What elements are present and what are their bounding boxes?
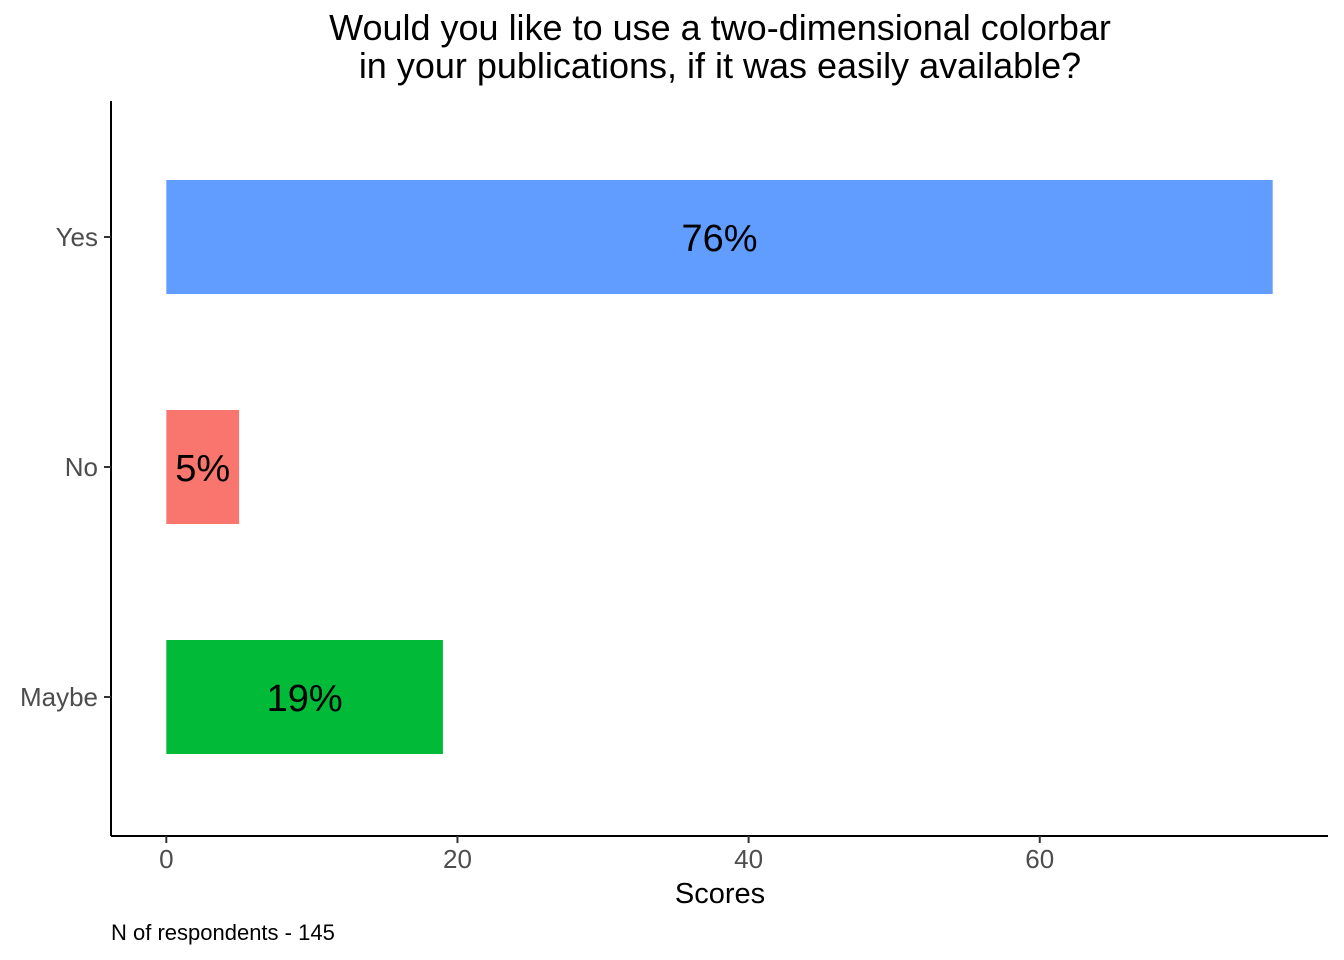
- bar-yes: [166, 180, 1273, 294]
- chart-title-line-1: Would you like to use a two-dimensional …: [329, 7, 1111, 48]
- x-tick-label-60: 60: [1025, 844, 1054, 874]
- y-tick-label-no: No: [65, 452, 98, 482]
- bar-label-maybe: 19%: [267, 678, 343, 720]
- respondents-caption: N of respondents - 145: [111, 920, 335, 945]
- bars-group: 76% 5% 19%: [166, 180, 1273, 754]
- x-tick-label-40: 40: [734, 844, 763, 874]
- y-axis-ticks: Yes No Maybe: [20, 222, 111, 712]
- chart-title-line-2: in your publications, if it was easily a…: [359, 45, 1081, 86]
- bar-label-yes: 76%: [681, 218, 757, 260]
- bar-no: [166, 410, 240, 524]
- x-axis-ticks: 0 20 40 60: [159, 836, 1054, 874]
- bar-label-no: 5%: [175, 448, 230, 490]
- x-axis-title: Scores: [675, 878, 765, 910]
- x-tick-label-0: 0: [159, 844, 173, 874]
- x-tick-label-20: 20: [443, 844, 472, 874]
- y-tick-label-maybe: Maybe: [20, 682, 98, 712]
- bar-maybe: [166, 640, 443, 754]
- y-tick-label-yes: Yes: [56, 222, 98, 252]
